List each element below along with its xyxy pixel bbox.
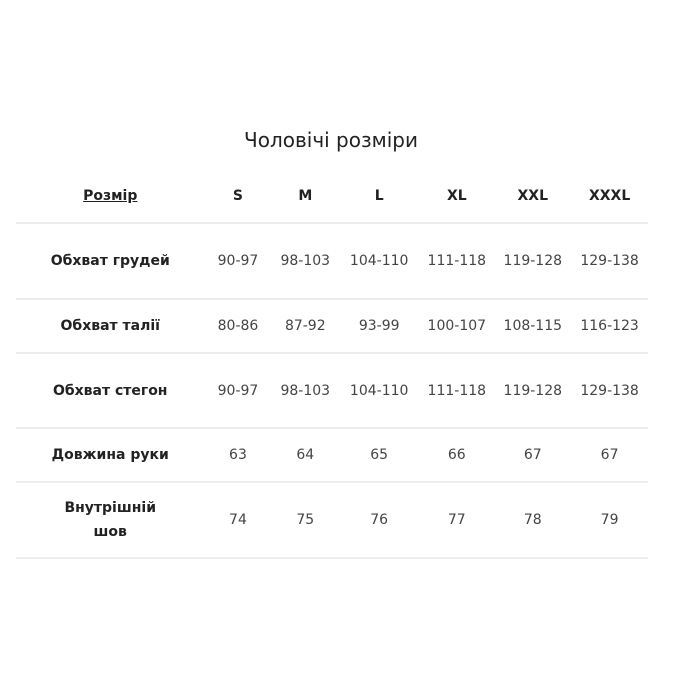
cell-value: 111-118	[419, 352, 495, 428]
cell-value: 100-107	[419, 298, 495, 353]
cell-value: 98-103	[271, 222, 340, 299]
cell-value: 119-128	[494, 352, 572, 428]
row-label: Обхват стегон	[16, 352, 205, 428]
cell-value: 108-115	[494, 298, 572, 353]
table-header: Розмір S M L XL XXL XXXL	[16, 170, 648, 223]
cell-value: 75	[271, 481, 340, 559]
cell-value: 90-97	[204, 222, 272, 299]
cell-value: 67	[494, 427, 572, 482]
cell-value: 87-92	[271, 298, 340, 353]
cell-value: 80-86	[204, 298, 272, 353]
col-header: XL	[446, 188, 467, 204]
cell-value: 74	[204, 481, 272, 559]
cell-value: 104-110	[339, 352, 420, 428]
row-label: Довжина руки	[16, 427, 205, 482]
table-row: Обхват стегон 90-97 98-103 104-110 111-118 11…	[16, 352, 648, 428]
cell-value: 66	[419, 427, 495, 482]
col-header: XXXL	[588, 188, 631, 204]
page-title: Чоловічі розміри	[244, 128, 418, 152]
table-row: Обхват грудей 90-97 98-103 104-110 111-118 11…	[16, 222, 648, 299]
cell-value: 79	[571, 481, 648, 559]
cell-value: 104-110	[339, 222, 420, 299]
row-label: Обхват талії	[16, 298, 205, 353]
cell-value: 76	[339, 481, 420, 559]
table-row: Обхват талії 80-86 87-92 93-99 100-107 108-11…	[16, 298, 648, 353]
cell-value: 77	[419, 481, 495, 559]
cell-value: 119-128	[494, 222, 572, 299]
col-header: M	[298, 188, 313, 204]
cell-value: 90-97	[204, 352, 272, 428]
table-row: Внутрішній шов 74 75 76 77 78 79	[16, 481, 648, 559]
cell-value: 129-138	[571, 352, 648, 428]
row-label: Обхват грудей	[16, 222, 205, 299]
cell-value: 64	[271, 427, 340, 482]
cell-value: 78	[494, 481, 572, 559]
size-header[interactable]: Розмір	[16, 170, 204, 223]
size-table: Розмір S M L XL XXL XXXL Обхват грудей 90…	[16, 170, 648, 559]
size-link[interactable]: Розмір	[83, 188, 138, 204]
cell-value: 111-118	[419, 222, 495, 299]
col-header: L	[374, 188, 384, 204]
col-header: XXL	[517, 188, 549, 204]
cell-value: 129-138	[571, 222, 648, 299]
col-header: S	[232, 188, 244, 204]
cell-value: 65	[339, 427, 420, 482]
cell-value: 67	[571, 427, 648, 482]
cell-value: 93-99	[339, 298, 420, 353]
table-row: Довжина руки 63 64 65 66 67 67	[16, 427, 648, 482]
cell-value: 98-103	[271, 352, 340, 428]
row-label: Внутрішній шов	[16, 481, 205, 559]
cell-value: 116-123	[571, 298, 648, 353]
cell-value: 63	[204, 427, 272, 482]
